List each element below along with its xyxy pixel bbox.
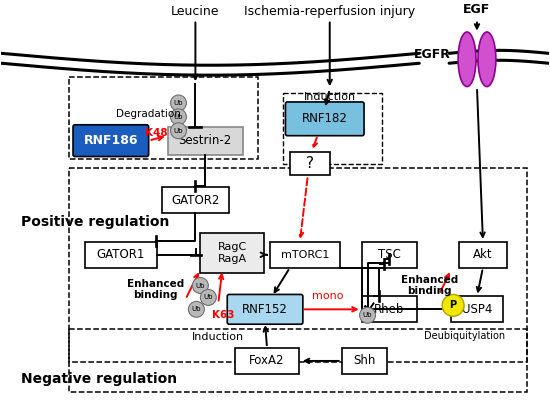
- Text: Ub: Ub: [174, 128, 183, 134]
- Text: mono: mono: [312, 291, 344, 301]
- Text: RNF152: RNF152: [242, 303, 288, 316]
- Text: ?: ?: [306, 156, 314, 171]
- FancyBboxPatch shape: [162, 187, 229, 213]
- FancyBboxPatch shape: [200, 233, 264, 272]
- Text: Ub: Ub: [174, 100, 183, 106]
- Text: Ub: Ub: [196, 283, 205, 289]
- Text: Ub: Ub: [363, 312, 372, 318]
- Text: EGF: EGF: [463, 3, 491, 16]
- FancyBboxPatch shape: [290, 152, 329, 175]
- Circle shape: [170, 95, 186, 111]
- FancyBboxPatch shape: [235, 348, 299, 374]
- Circle shape: [170, 123, 186, 139]
- FancyBboxPatch shape: [73, 125, 148, 156]
- Text: K63: K63: [212, 310, 234, 320]
- FancyBboxPatch shape: [342, 348, 387, 374]
- Text: TSC: TSC: [378, 248, 401, 261]
- Circle shape: [189, 301, 205, 317]
- Text: USP4: USP4: [462, 303, 492, 316]
- FancyBboxPatch shape: [227, 295, 303, 324]
- Text: K48: K48: [145, 128, 168, 138]
- Text: Induction: Induction: [192, 332, 244, 342]
- Circle shape: [170, 109, 186, 125]
- Ellipse shape: [478, 32, 496, 87]
- FancyBboxPatch shape: [362, 242, 417, 268]
- Text: mTORC1: mTORC1: [280, 250, 329, 260]
- Text: P: P: [449, 300, 456, 310]
- Text: Shh: Shh: [353, 354, 376, 368]
- Circle shape: [360, 307, 376, 323]
- FancyBboxPatch shape: [362, 297, 417, 322]
- Circle shape: [442, 295, 464, 316]
- Text: Deubiquitylation: Deubiquitylation: [425, 331, 505, 341]
- Text: EGFR: EGFR: [414, 48, 451, 61]
- Text: Leucine: Leucine: [171, 5, 219, 18]
- Circle shape: [192, 278, 208, 293]
- Text: Degradation: Degradation: [116, 109, 181, 119]
- FancyBboxPatch shape: [85, 242, 157, 268]
- Text: GATOR1: GATOR1: [97, 248, 145, 261]
- Text: Ub: Ub: [204, 295, 213, 300]
- FancyBboxPatch shape: [270, 242, 340, 268]
- Text: Enhanced
binding: Enhanced binding: [400, 275, 458, 296]
- Text: RNF182: RNF182: [302, 112, 348, 125]
- Text: Ub: Ub: [191, 306, 201, 312]
- Text: Induction: Induction: [304, 92, 356, 102]
- Text: Rheb: Rheb: [374, 303, 405, 316]
- Text: Ub: Ub: [174, 114, 183, 120]
- Text: GATOR2: GATOR2: [171, 194, 219, 207]
- Text: Positive regulation: Positive regulation: [21, 215, 169, 229]
- FancyBboxPatch shape: [459, 242, 507, 268]
- FancyBboxPatch shape: [168, 127, 243, 154]
- Text: Ischemia-reperfusion injury: Ischemia-reperfusion injury: [244, 5, 415, 18]
- Circle shape: [200, 289, 216, 305]
- Text: FoxA2: FoxA2: [249, 354, 285, 368]
- Text: Negative regulation: Negative regulation: [21, 372, 178, 386]
- Text: Sestrin-2: Sestrin-2: [179, 134, 232, 147]
- FancyBboxPatch shape: [285, 102, 364, 136]
- Ellipse shape: [458, 32, 476, 87]
- Text: RNF186: RNF186: [84, 134, 138, 147]
- Text: Akt: Akt: [473, 248, 493, 261]
- Text: RagC
RagA: RagC RagA: [218, 242, 247, 264]
- FancyBboxPatch shape: [451, 297, 503, 322]
- Text: Enhanced
binding: Enhanced binding: [127, 279, 184, 300]
